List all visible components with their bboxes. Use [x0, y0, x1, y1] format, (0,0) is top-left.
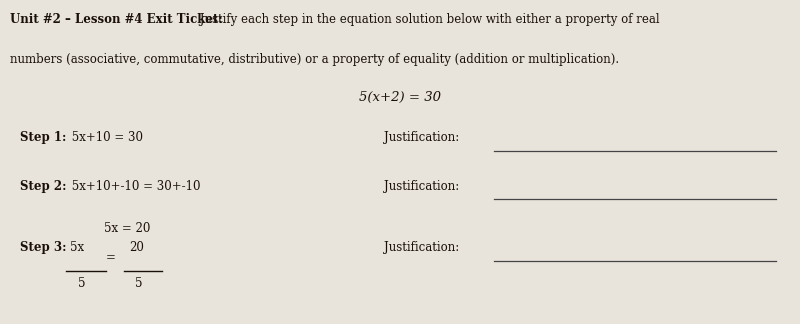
Text: 5: 5 [78, 277, 85, 290]
Text: Unit #2 – Lesson #4 Exit Ticket:: Unit #2 – Lesson #4 Exit Ticket: [10, 13, 222, 26]
Text: Justify each step in the equation solution below with either a property of real: Justify each step in the equation soluti… [196, 13, 660, 26]
Text: 5x+10 = 30: 5x+10 = 30 [68, 131, 143, 144]
Text: 20: 20 [130, 241, 145, 254]
Text: 5x+10+-10 = 30+-10: 5x+10+-10 = 30+-10 [68, 180, 201, 193]
Text: Step 3:: Step 3: [20, 241, 66, 254]
Text: Step 2:: Step 2: [20, 180, 66, 193]
Text: =: = [106, 251, 115, 264]
Text: Justification:: Justification: [384, 180, 459, 193]
Text: Step 1:: Step 1: [20, 131, 66, 144]
Text: 5x: 5x [70, 241, 84, 254]
Text: Justification:: Justification: [384, 131, 459, 144]
Text: Justification:: Justification: [384, 241, 459, 254]
Text: 5(x+2) = 30: 5(x+2) = 30 [359, 91, 441, 104]
Text: 5: 5 [135, 277, 142, 290]
Text: numbers (associative, commutative, distributive) or a property of equality (addi: numbers (associative, commutative, distr… [10, 53, 618, 66]
Text: 5x = 20: 5x = 20 [104, 222, 150, 235]
